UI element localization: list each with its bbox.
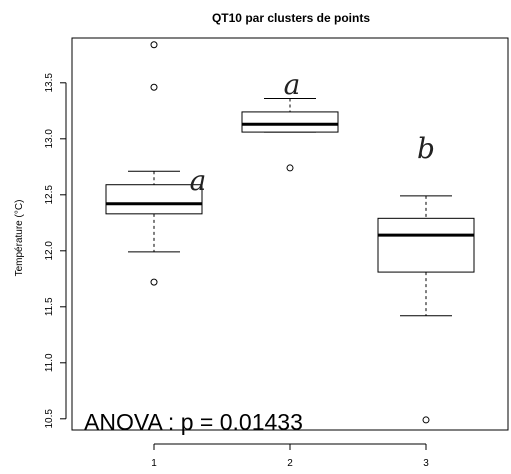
x-tick-label-2: 3 xyxy=(423,458,429,469)
x-tick-label-0: 1 xyxy=(151,458,157,469)
box-1 xyxy=(105,184,203,215)
plot-frame xyxy=(71,37,509,431)
y-tick-label-3: 12.0 xyxy=(44,241,55,261)
y-axis-label: Température (°C) xyxy=(14,200,25,277)
group-letter-1: a xyxy=(190,164,207,197)
y-tick-label-1: 11.0 xyxy=(44,353,55,372)
chart-title: QT10 par clusters de points xyxy=(212,11,370,25)
x-tick-label-1: 2 xyxy=(287,458,293,469)
outlier-1-2 xyxy=(150,83,158,91)
y-tick-label-6: 13.5 xyxy=(44,73,55,93)
y-tick-label-0: 10.5 xyxy=(44,409,55,429)
outlier-2-1 xyxy=(286,164,294,172)
anova-annotation: ANOVA : p = 0.01433 xyxy=(84,409,303,435)
group-letter-3: b xyxy=(417,132,435,165)
outlier-1-3 xyxy=(150,41,158,49)
outlier-1-1 xyxy=(150,278,158,286)
y-tick-label-2: 11.5 xyxy=(44,297,55,316)
outlier-3-1 xyxy=(422,416,430,424)
y-tick-label-4: 12.5 xyxy=(44,185,55,205)
group-letter-2: a xyxy=(284,68,301,101)
box-2 xyxy=(241,111,339,133)
y-tick-label-5: 13.0 xyxy=(44,129,55,149)
box-3 xyxy=(377,217,475,273)
